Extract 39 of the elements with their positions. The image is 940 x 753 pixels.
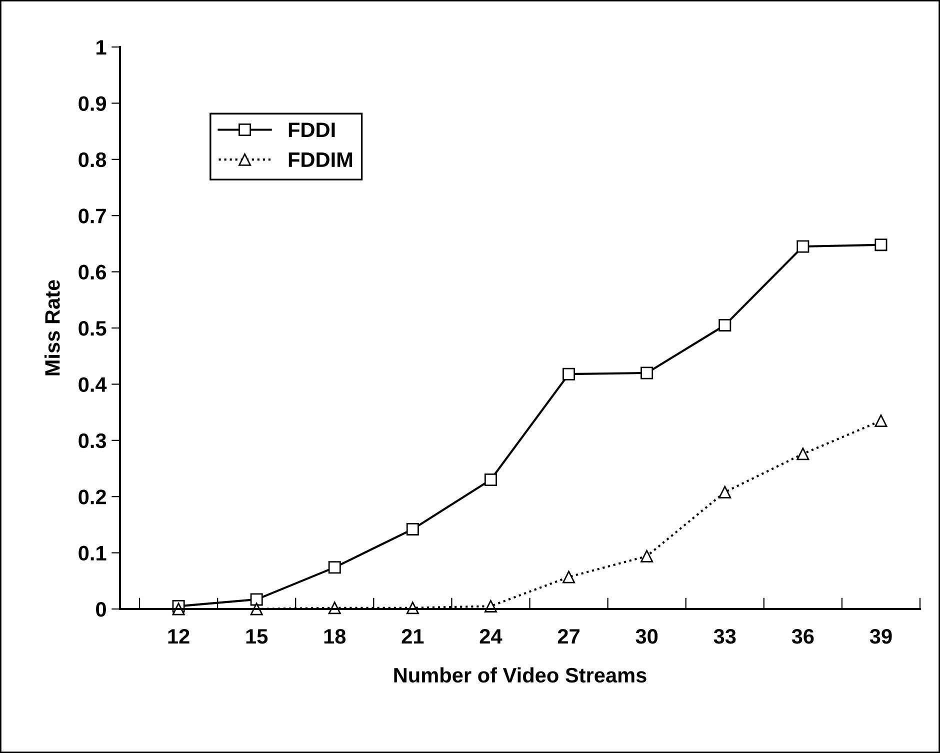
y-tick-label: 0.3 (78, 433, 106, 448)
y-tick-label: 0 (96, 602, 106, 617)
x-tick-label: 30 (636, 628, 658, 644)
x-tick-label: 12 (168, 628, 190, 644)
y-tick-label: 0.7 (78, 208, 106, 224)
x-tick-label: 39 (870, 628, 892, 644)
x-axis-title: Number of Video Streams (394, 667, 646, 683)
x-tick-label: 24 (480, 628, 502, 644)
y-axis-title: Miss Rate (44, 280, 60, 376)
y-tick-label: 0.8 (78, 152, 106, 168)
point (250, 593, 263, 606)
point (796, 240, 810, 253)
point (796, 448, 810, 460)
point (718, 486, 732, 498)
point (718, 318, 732, 332)
y-tick-label: 0.9 (78, 96, 106, 111)
point (874, 414, 888, 427)
x-tick-label: 21 (402, 628, 424, 644)
point (640, 366, 654, 380)
x-tick-label: 18 (324, 628, 346, 644)
y-tick-label: 0.4 (78, 377, 107, 392)
point (406, 522, 419, 536)
x-tick-label: 33 (714, 628, 736, 644)
y-tick-label: 0.6 (78, 264, 106, 280)
y-tick-label: 0.5 (78, 321, 106, 336)
legend-label: FDDI (288, 122, 335, 138)
legend-label: FDDIM (288, 152, 352, 167)
point (562, 368, 576, 380)
point (484, 473, 497, 486)
x-tick-label: 36 (792, 628, 814, 644)
y-tick-label: 0.2 (78, 490, 106, 504)
y-tick-label: 1 (96, 40, 106, 55)
x-tick-label: 27 (558, 628, 580, 644)
point (328, 561, 341, 574)
point (562, 570, 576, 584)
point (874, 238, 888, 252)
y-tick-label: 0.1 (78, 546, 106, 561)
point (640, 550, 654, 562)
x-tick-label: 15 (246, 629, 268, 644)
